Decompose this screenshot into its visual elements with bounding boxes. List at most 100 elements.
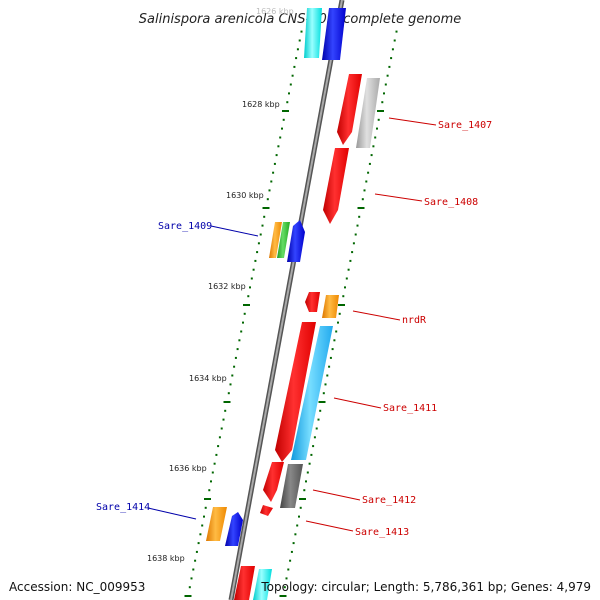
minor-tick <box>188 586 191 589</box>
gene-feature-sare-1409[interactable] <box>269 222 282 258</box>
minor-tick <box>238 339 241 342</box>
minor-tick <box>231 374 234 377</box>
minor-tick <box>272 171 275 174</box>
minor-tick <box>298 39 301 42</box>
gene-feature[interactable] <box>277 222 290 258</box>
minor-tick <box>215 453 218 456</box>
minor-tick <box>305 480 307 483</box>
minor-tick <box>240 330 243 333</box>
minor-tick <box>299 506 302 509</box>
major-tick <box>243 304 250 306</box>
minor-tick <box>291 74 294 77</box>
gene-label-nrdr[interactable]: nrdR <box>402 315 427 326</box>
minor-tick <box>342 295 345 298</box>
minor-tick <box>300 30 303 33</box>
gene-label-sare-1413[interactable]: Sare_1413 <box>355 527 409 538</box>
minor-tick <box>388 65 391 68</box>
gene-feature[interactable] <box>263 462 284 502</box>
gene-label-sare-1409[interactable]: Sare_1409 <box>158 221 212 232</box>
minor-tick <box>203 515 205 518</box>
accession-text: Accession: NC_009953 <box>9 580 146 594</box>
minor-tick <box>383 92 385 95</box>
minor-tick <box>266 198 269 201</box>
gene-label-sare-1414[interactable]: Sare_1414 <box>96 502 150 513</box>
minor-tick <box>247 295 250 298</box>
gene-feature-sare-1407[interactable] <box>337 74 362 145</box>
minor-tick <box>391 48 394 51</box>
genome-backbone <box>228 0 345 600</box>
minor-tick <box>293 65 296 68</box>
minor-tick <box>290 550 293 553</box>
gene-feature-sare-1411[interactable] <box>291 326 333 460</box>
minor-tick <box>303 489 306 492</box>
minor-tick <box>331 348 334 351</box>
minor-tick <box>377 118 380 121</box>
gene-feature[interactable] <box>234 566 255 600</box>
gene-feature[interactable] <box>253 569 272 600</box>
minor-tick <box>283 586 286 589</box>
minor-tick <box>190 577 193 580</box>
minor-tick <box>273 162 276 165</box>
minor-tick <box>220 427 223 430</box>
gene-labels: Sare_1407 Sare_1408 Sare_1409 nrdR Sare_… <box>96 120 492 538</box>
gene-feature[interactable] <box>356 78 380 148</box>
minor-tick <box>333 339 336 342</box>
minor-tick <box>384 83 387 86</box>
minor-tick <box>234 356 237 359</box>
minor-tick <box>229 383 232 386</box>
gene-feature[interactable] <box>305 292 320 312</box>
minor-tick <box>370 154 373 157</box>
minor-tick <box>326 374 329 377</box>
minor-tick <box>256 251 259 254</box>
minor-tick <box>277 145 280 148</box>
gene-feature[interactable] <box>304 8 322 58</box>
major-tick <box>377 110 384 112</box>
major-tick <box>299 498 306 500</box>
minor-tick <box>224 409 227 412</box>
minor-tick <box>289 559 292 562</box>
minor-tick <box>313 436 316 439</box>
major-tick <box>279 595 287 597</box>
gene-label-sare-1412[interactable]: Sare_1412 <box>362 495 416 506</box>
minor-tick <box>310 453 313 456</box>
tick-label: 1636 kbp <box>169 464 207 473</box>
right-tick-track <box>279 30 398 597</box>
gene-feature-sare-1408[interactable] <box>323 148 349 224</box>
minor-tick <box>381 101 384 104</box>
major-tick <box>318 401 326 403</box>
minor-tick <box>204 506 207 509</box>
gene-feature[interactable] <box>287 220 305 262</box>
minor-tick <box>296 524 299 527</box>
major-tick <box>223 401 231 403</box>
minor-tick <box>298 515 300 518</box>
minor-tick <box>295 57 298 60</box>
gene-feature[interactable] <box>275 322 316 462</box>
minor-tick <box>349 259 352 262</box>
minor-tick <box>319 409 322 412</box>
gene-feature-sare-1412[interactable] <box>280 464 303 508</box>
major-tick <box>282 110 289 112</box>
gene-feature-nrdr[interactable] <box>322 295 339 318</box>
minor-tick <box>356 224 359 227</box>
major-tick <box>204 498 211 500</box>
gene-label-sare-1407[interactable]: Sare_1407 <box>438 120 492 131</box>
major-tick <box>357 207 365 209</box>
minor-tick <box>292 542 295 545</box>
gene-feature-sare-1414[interactable] <box>206 507 227 541</box>
gene-feature-sare-1413[interactable] <box>260 505 273 516</box>
minor-tick <box>294 533 297 536</box>
gene-feature[interactable] <box>322 8 346 60</box>
map-title: Salinispora arenicola CNS-205, complete … <box>139 12 461 27</box>
gene-label-sare-1411[interactable]: Sare_1411 <box>383 403 437 414</box>
major-tick <box>184 595 192 597</box>
gene-features <box>206 8 380 600</box>
minor-tick <box>328 365 331 368</box>
minor-tick <box>345 277 348 280</box>
minor-tick <box>195 550 198 553</box>
tick-label: 1628 kbp <box>242 100 280 109</box>
minor-tick <box>374 136 377 139</box>
minor-tick <box>329 356 332 359</box>
minor-tick <box>250 277 253 280</box>
gene-feature[interactable] <box>225 512 243 546</box>
gene-label-sare-1408[interactable]: Sare_1408 <box>424 197 478 208</box>
